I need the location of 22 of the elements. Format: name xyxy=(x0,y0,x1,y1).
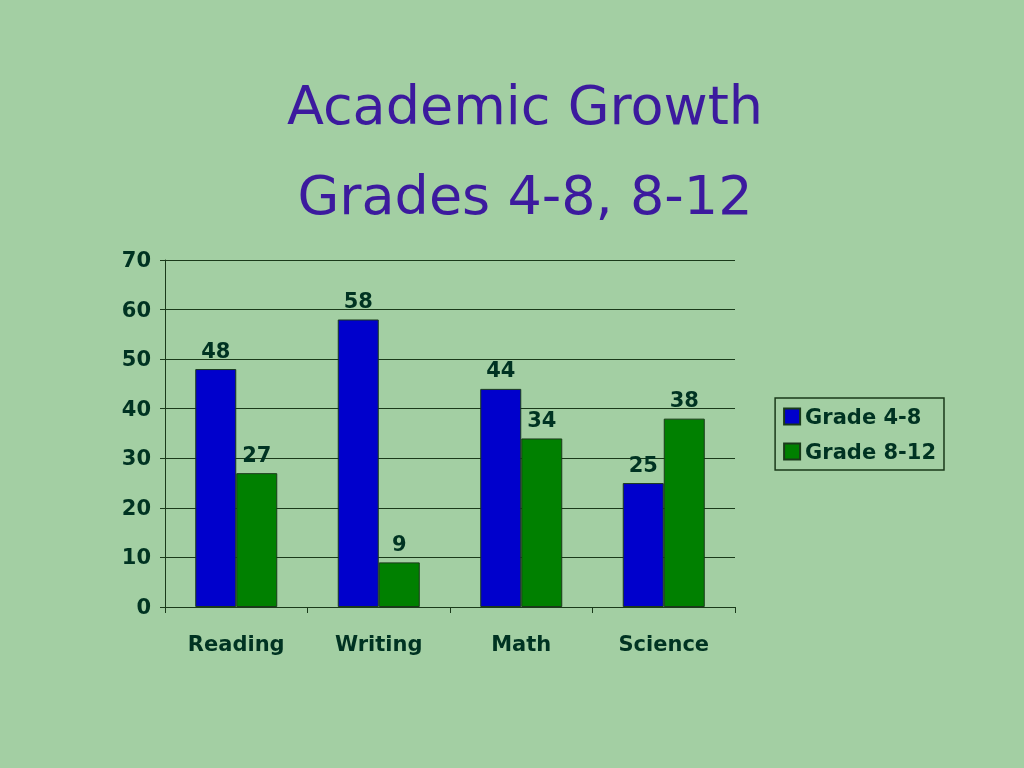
y-tick-label: 10 xyxy=(121,545,151,570)
x-tick-label: Math xyxy=(491,631,552,656)
data-label: 38 xyxy=(669,388,699,413)
y-tick-label: 20 xyxy=(121,495,151,520)
x-tick-label: Reading xyxy=(187,631,285,656)
y-tick-label: 70 xyxy=(121,248,151,272)
x-tick-label: Science xyxy=(618,631,710,656)
y-tick-label: 0 xyxy=(136,595,151,619)
y-tick-label: 50 xyxy=(121,347,151,372)
data-label: 44 xyxy=(486,358,516,383)
data-label: 48 xyxy=(201,338,231,363)
chart-title: Academic Growth Grades 4-8, 8-12 xyxy=(286,73,764,227)
data-label: 9 xyxy=(391,531,407,556)
data-label: 58 xyxy=(343,288,373,313)
y-tick-label: 30 xyxy=(121,446,151,471)
legend-label: Grade 4-8 xyxy=(805,404,922,429)
data-label: 25 xyxy=(628,452,658,477)
y-tick-label: 40 xyxy=(121,396,151,421)
x-tick-label: Writing xyxy=(334,631,423,656)
legend-label: Grade 8-12 xyxy=(805,439,936,464)
y-tick-label: 60 xyxy=(121,297,151,322)
data-label: 34 xyxy=(527,407,557,432)
